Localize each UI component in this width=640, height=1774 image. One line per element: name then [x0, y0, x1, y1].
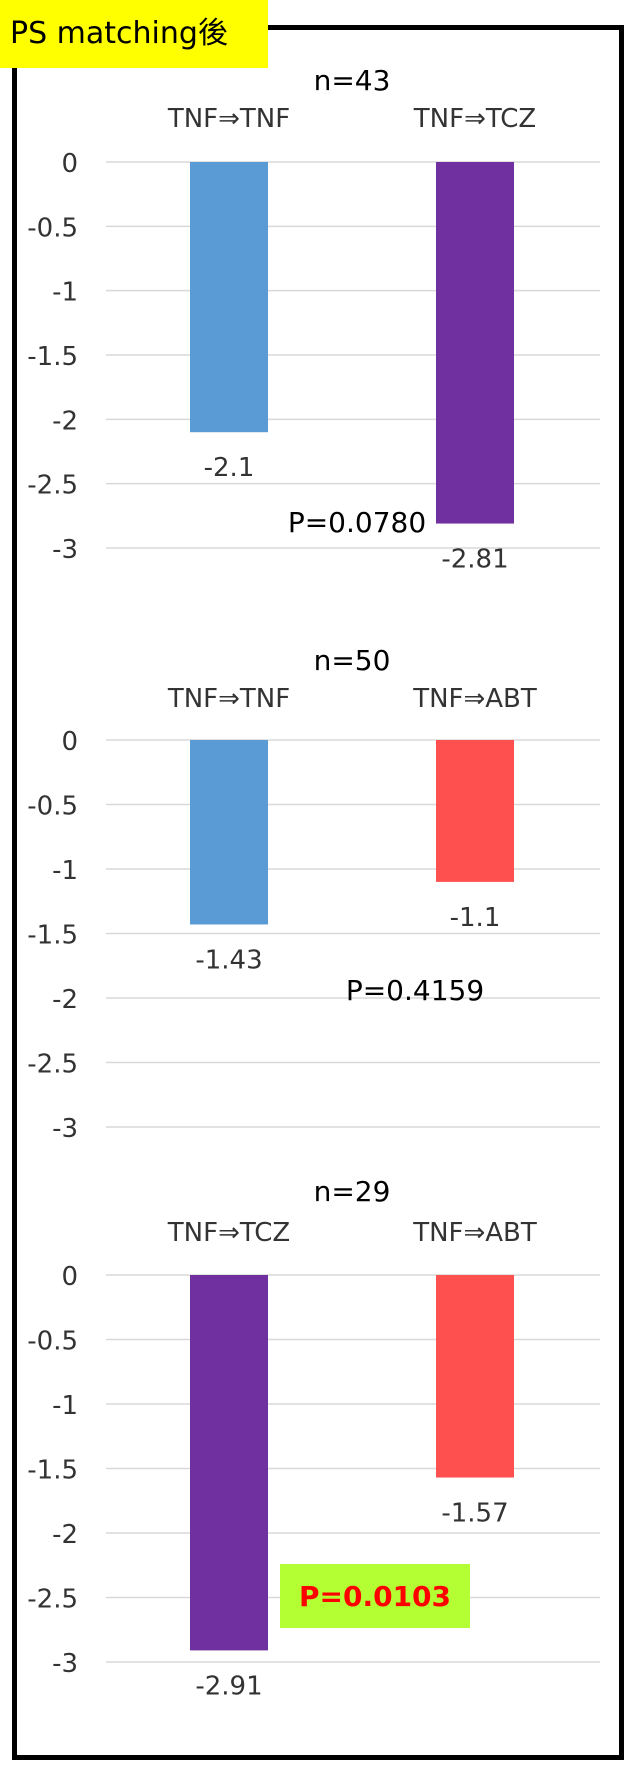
bar-tnftnf — [190, 162, 268, 433]
category-label: TNF⇒TCZ — [167, 1218, 290, 1248]
bar-tnftcz — [436, 162, 514, 524]
y-tick-label: 0 — [61, 149, 78, 179]
bar-tnfabt — [436, 740, 514, 882]
y-tick-label: -3 — [52, 1649, 78, 1679]
y-tick-label: -2.5 — [27, 1585, 78, 1615]
y-tick-label: -2.5 — [27, 1050, 78, 1080]
p-value: P=0.0780 — [288, 506, 426, 539]
y-tick-label: -1 — [52, 1391, 78, 1421]
y-tick-label: -1 — [52, 856, 78, 886]
value-label: -1.57 — [441, 1499, 508, 1529]
value-label: -2.91 — [195, 1671, 262, 1701]
y-tick-label: -3 — [52, 535, 78, 565]
y-tick-label: -1.5 — [27, 921, 78, 951]
ps-matching-badge: PS matching後 — [0, 0, 268, 68]
y-tick-label: -0.5 — [27, 792, 78, 822]
chart-title: n=50 — [314, 644, 391, 677]
category-label: TNF⇒ABT — [412, 684, 537, 714]
category-label: TNF⇒TNF — [167, 104, 290, 134]
bar-tnfabt — [436, 1275, 514, 1478]
p-value: P=0.0103 — [299, 1580, 451, 1613]
y-tick-label: -2.5 — [27, 471, 78, 501]
y-tick-label: -0.5 — [27, 213, 78, 243]
y-tick-label: -2 — [52, 1520, 78, 1550]
chart-title: n=29 — [314, 1175, 391, 1208]
y-tick-label: -1 — [52, 278, 78, 308]
value-label: -1.1 — [450, 903, 501, 933]
y-tick-label: 0 — [61, 727, 78, 757]
badge-label: PS matching後 — [10, 16, 228, 51]
bar-tnftcz — [190, 1275, 268, 1651]
y-tick-label: -2 — [52, 985, 78, 1015]
y-tick-label: -3 — [52, 1114, 78, 1144]
y-tick-label: -1.5 — [27, 342, 78, 372]
bar-tnftnf — [190, 740, 268, 925]
y-tick-label: -2 — [52, 406, 78, 436]
category-label: TNF⇒TCZ — [413, 104, 536, 134]
y-tick-label: -0.5 — [27, 1327, 78, 1357]
value-label: -2.1 — [204, 453, 255, 483]
category-label: TNF⇒ABT — [412, 1218, 537, 1248]
value-label: -2.81 — [441, 545, 508, 575]
chart-title: n=43 — [314, 64, 391, 97]
p-value-highlight — [280, 1564, 470, 1628]
y-tick-label: 0 — [61, 1262, 78, 1292]
value-label: -1.43 — [195, 945, 262, 975]
p-value: P=0.4159 — [346, 974, 484, 1007]
y-tick-label: -1.5 — [27, 1456, 78, 1486]
category-label: TNF⇒TNF — [167, 684, 290, 714]
chart-frame — [12, 25, 624, 1760]
